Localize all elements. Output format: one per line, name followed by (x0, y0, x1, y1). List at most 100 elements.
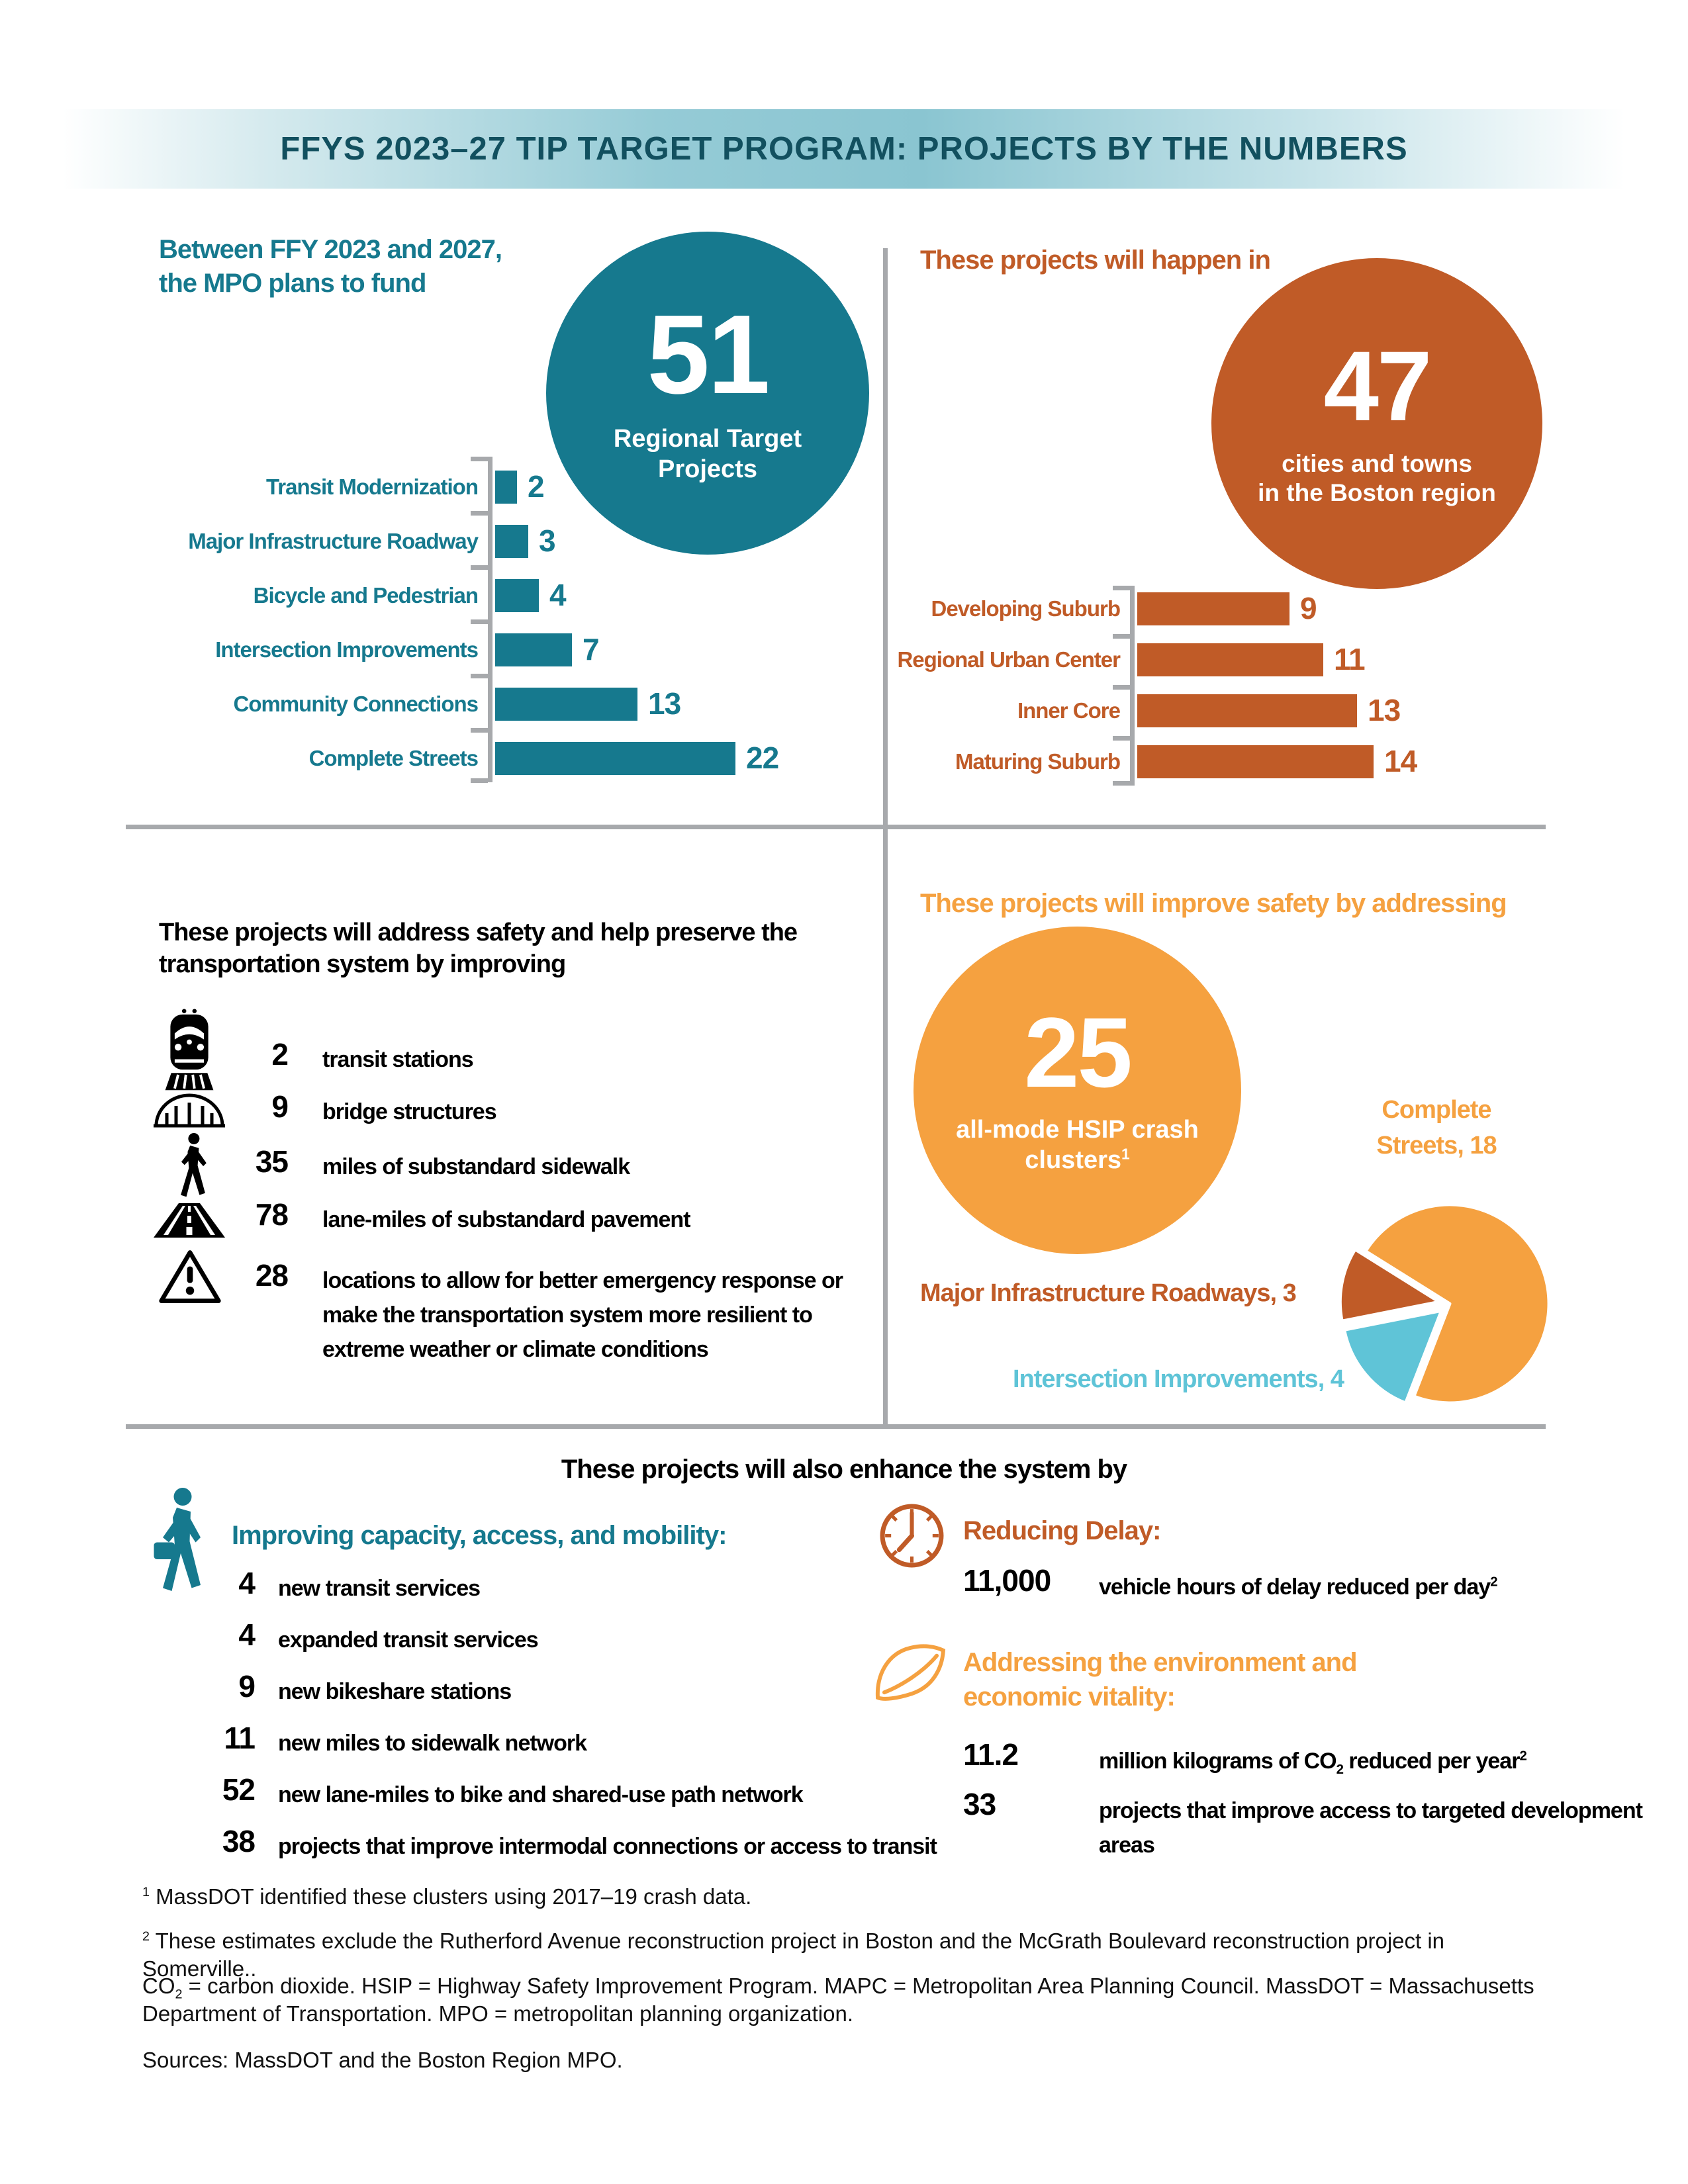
pie-slice-intersection-improvements (1342, 1308, 1444, 1405)
safety-item-value: 9 (271, 1089, 289, 1124)
locations-circle: 47 cities and towns in the Boston region (1211, 258, 1542, 589)
horizontal-divider-top (126, 825, 1546, 829)
funding-circle-value: 51 (647, 291, 770, 418)
environment-heading: Addressing the environment and economic … (963, 1648, 1358, 1711)
capacity-item-value: 9 (238, 1669, 256, 1704)
safety-item-value: 35 (255, 1144, 289, 1179)
bar-value: 14 (1384, 744, 1417, 778)
capacity-item-text: new transit services (278, 1576, 481, 1601)
environment-item-text: projects that improve access to targeted… (1099, 1798, 1643, 1858)
horizontal-divider-bottom (126, 1424, 1546, 1429)
capacity-item-value: 4 (238, 1617, 256, 1652)
capacity-item-value: 4 (238, 1566, 256, 1600)
improve-safety-circle-label: all-mode HSIP crash clusters1 (956, 1116, 1199, 1174)
bar-category-label: Community Connections (233, 692, 479, 716)
capacity-item-text: new miles to sidewalk network (278, 1731, 587, 1756)
bar-value: 3 (539, 523, 556, 558)
environment-item-value: 11.2 (963, 1737, 1019, 1772)
bar-value: 22 (746, 741, 779, 775)
bar-value: 2 (528, 469, 545, 504)
axis-tick (471, 674, 488, 678)
axis-tick (1113, 634, 1130, 639)
improve-safety-circle-value: 25 (1024, 996, 1133, 1108)
pie-label-major-infrastructure: Major Infrastructure Roadways, 3 (920, 1279, 1297, 1307)
bar-category-label: Complete Streets (308, 746, 479, 770)
bar-value: 9 (1300, 591, 1317, 625)
axis-tick (1113, 781, 1130, 786)
footnote: CO2 = carbon dioxide. HSIP = Highway Saf… (142, 1974, 1534, 2026)
axis-tick (471, 511, 488, 516)
locations-heading: These projects will happen in (920, 246, 1271, 275)
bar-category-label: Regional Urban Center (897, 647, 1121, 672)
enhance-heading: These projects will also enhance the sys… (561, 1455, 1127, 1484)
pie-slice-complete-streets (1364, 1203, 1551, 1405)
road-icon (152, 1202, 226, 1239)
pedestrian-icon (173, 1133, 212, 1202)
axis-tick (471, 457, 488, 461)
safety-item-text: transit stations (322, 1047, 474, 1072)
pie-label-complete-streets: Complete Streets, 18 (1376, 1096, 1497, 1160)
vertical-divider (883, 248, 888, 1426)
axis-tick (1113, 586, 1130, 590)
locations-circle-label: cities and towns in the Boston region (1258, 449, 1496, 507)
bar-category-label: Developing Suburb (931, 596, 1121, 621)
axis-tick (1113, 685, 1130, 690)
capacity-heading: Improving capacity, access, and mobility… (232, 1521, 727, 1550)
warning-icon (157, 1246, 223, 1309)
bar-category-label: Transit Modernization (265, 475, 479, 499)
axis-tick (471, 565, 488, 570)
capacity-item-text: expanded transit services (278, 1627, 539, 1653)
safety-item-text: lane-miles of substandard pavement (322, 1207, 691, 1232)
pie-slice-major-infrastructure-roadways (1338, 1248, 1441, 1323)
footnote: 1 MassDOT identified these clusters usin… (142, 1884, 752, 1909)
funding-circle: 51 Regional Target Projects (546, 232, 869, 555)
train-icon (164, 1006, 215, 1095)
safety-heading: These projects will address safety and h… (159, 919, 798, 979)
bar-category-label: Major Infrastructure Roadway (188, 529, 479, 553)
bar (495, 633, 572, 666)
environment-item-text: million kilograms of CO2 reduced per yea… (1099, 1749, 1527, 1777)
axis-tick (471, 728, 488, 733)
bar (1137, 643, 1323, 676)
funding-circle-label: Regional Target Projects (613, 425, 802, 483)
clock-icon (877, 1501, 947, 1570)
capacity-item-value: 11 (224, 1721, 256, 1755)
bar-category-label: Intersection Improvements (215, 637, 479, 662)
axis-tick (471, 619, 488, 624)
improve-safety-circle: 25 all-mode HSIP crash clusters1 (914, 927, 1241, 1254)
bar (1137, 592, 1289, 625)
leaf-icon (872, 1640, 949, 1703)
pedestrian-briefcase-icon (152, 1488, 215, 1597)
axis-line (1130, 586, 1135, 786)
hsip-pie-chart (1317, 1171, 1582, 1436)
axis-tick (471, 778, 488, 783)
capacity-item-text: new lane-miles to bike and shared-use pa… (278, 1782, 804, 1807)
bar-category-label: Maturing Suburb (955, 749, 1121, 774)
delay-heading: Reducing Delay: (963, 1516, 1161, 1545)
header-band: FFYS 2023–27 TIP TARGET PROGRAM: PROJECT… (63, 109, 1625, 189)
bar-value: 11 (1334, 642, 1366, 676)
bridge-icon (152, 1091, 226, 1129)
bar (1137, 745, 1374, 778)
bar-category-label: Bicycle and Pedestrian (253, 583, 479, 608)
safety-item-value: 2 (271, 1037, 289, 1071)
locations-circle-value: 47 (1323, 330, 1432, 442)
capacity-item-value: 52 (222, 1772, 256, 1807)
delay-value: 11,000 (963, 1563, 1051, 1598)
footnote: Sources: MassDOT and the Boston Region M… (142, 2048, 623, 2072)
bar (1137, 694, 1357, 727)
page-title: FFYS 2023–27 TIP TARGET PROGRAM: PROJECT… (280, 131, 1408, 167)
footnote: 2 These estimates exclude the Rutherford… (142, 1929, 1445, 1981)
funding-heading: Between FFY 2023 and 2027, the MPO plans… (159, 235, 502, 298)
improve-safety-heading: These projects will improve safety by ad… (920, 889, 1507, 918)
safety-item-text: miles of substandard sidewalk (322, 1154, 630, 1179)
safety-item-value: 28 (255, 1258, 289, 1293)
safety-item-value: 78 (255, 1197, 289, 1232)
bar-value: 13 (648, 686, 681, 721)
axis-line (488, 457, 492, 782)
bar-category-label: Inner Core (1017, 698, 1121, 723)
bar (495, 742, 735, 775)
bar (495, 688, 637, 721)
capacity-item-value: 38 (222, 1824, 256, 1858)
capacity-item-text: projects that improve intermodal connect… (278, 1834, 937, 1859)
